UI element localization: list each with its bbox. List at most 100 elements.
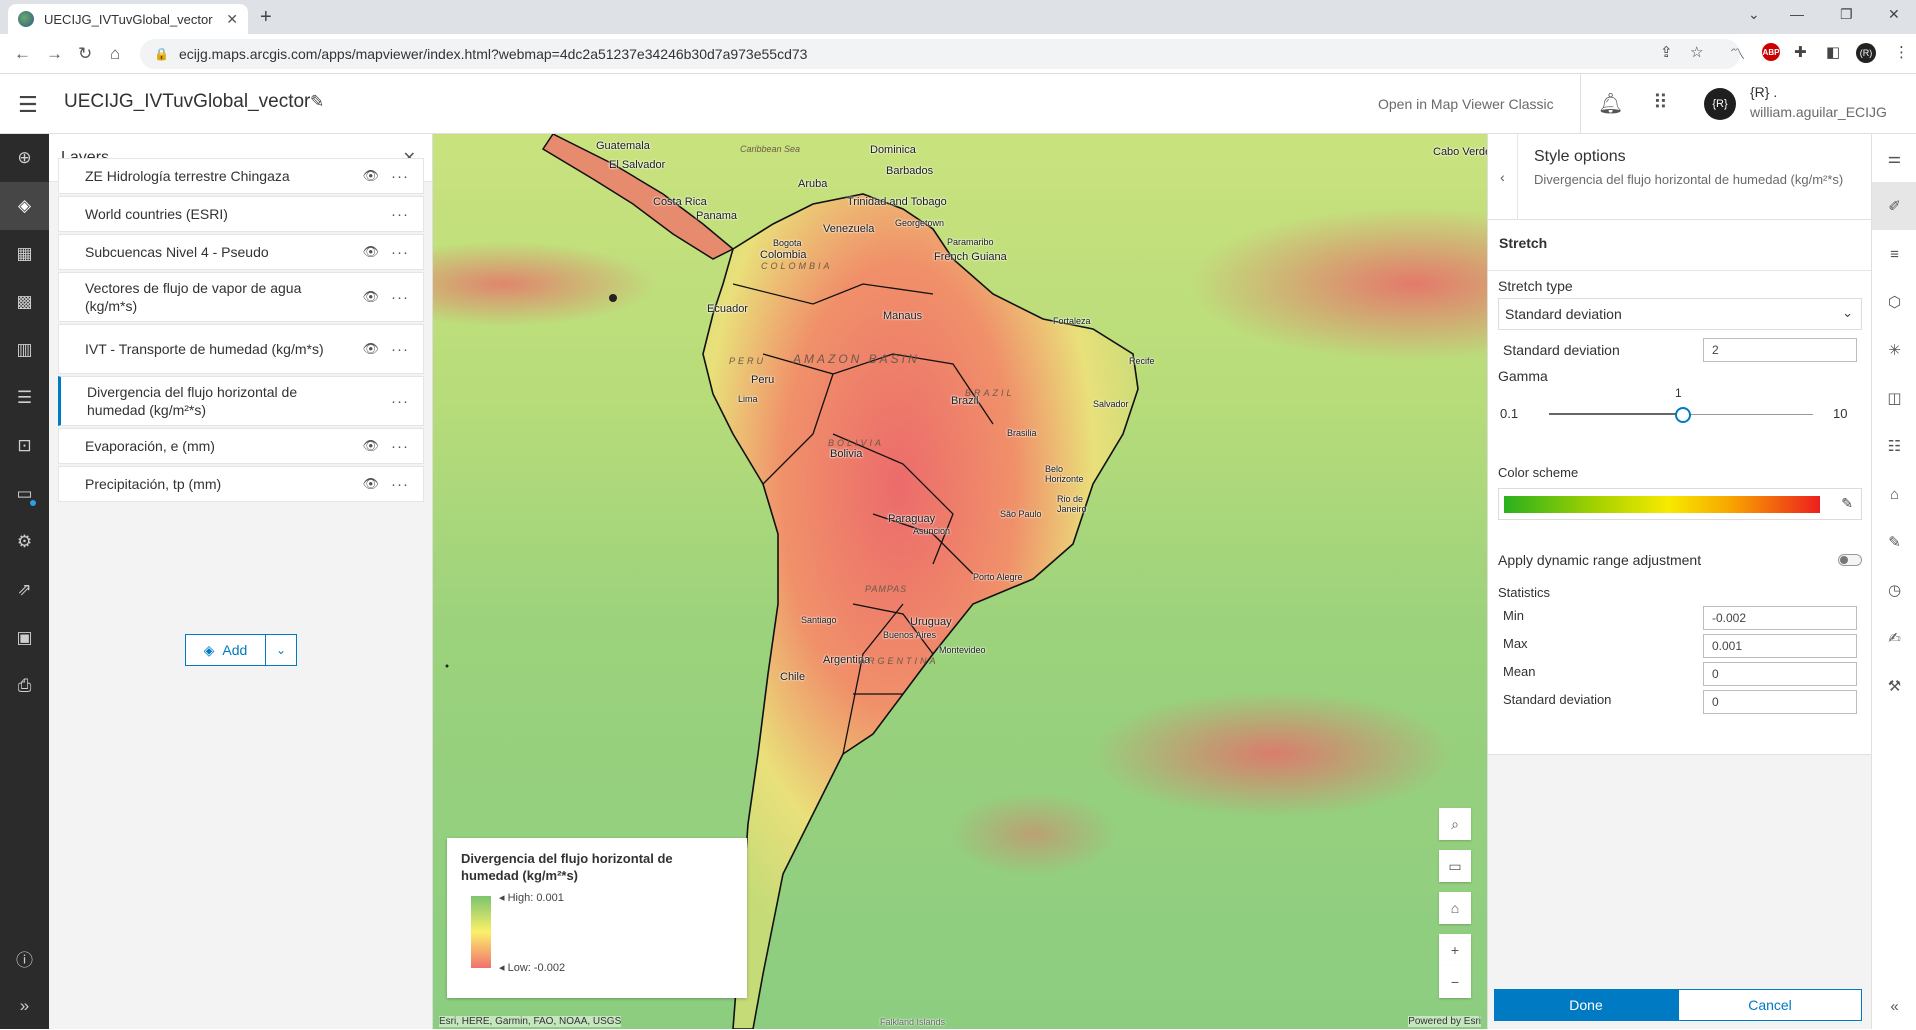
visibility-icon[interactable]: 👁︎ xyxy=(362,476,379,491)
done-button[interactable]: Done xyxy=(1494,989,1678,1021)
collapse-icon[interactable]: « xyxy=(1890,997,1899,1015)
legend-icon[interactable]: ☰ xyxy=(16,388,33,407)
fullscreen-icon[interactable]: ▭ xyxy=(1439,850,1471,882)
layer-item[interactable]: ZE Hidrología terrestre Chingaza 👁︎ ··· xyxy=(58,158,424,194)
layer-options-icon[interactable]: ··· xyxy=(391,392,409,410)
styles-icon[interactable]: ✐ xyxy=(1872,182,1916,230)
reload-button[interactable]: ↻ xyxy=(78,44,93,63)
extension-icon[interactable]: 〽 xyxy=(1730,46,1746,63)
add-layer-button[interactable]: ◈ Add ⌄ xyxy=(185,634,297,666)
powered-by[interactable]: Powered by Esri xyxy=(1408,1016,1481,1027)
zoom-out-icon[interactable]: − xyxy=(1439,966,1471,998)
layer-options-icon[interactable]: ··· xyxy=(391,475,409,493)
configure-icon[interactable]: ⚒ xyxy=(1887,678,1902,695)
open-classic-link[interactable]: Open in Map Viewer Classic xyxy=(1378,96,1554,112)
map-search-icon[interactable]: ⌕ xyxy=(1439,808,1471,840)
browser-menu-icon[interactable]: ⋮ xyxy=(1894,44,1909,61)
tab-close-icon[interactable]: ✕ xyxy=(226,10,238,27)
edit-title-icon[interactable]: ✎ xyxy=(310,92,325,111)
new-tab-button[interactable]: + xyxy=(260,6,272,28)
layer-item[interactable]: World countries (ESRI) ··· xyxy=(58,196,424,232)
visibility-icon[interactable]: 👁︎ xyxy=(362,244,379,259)
clustering-icon[interactable]: ✳ xyxy=(1888,342,1901,359)
stat-mean-input[interactable]: 0 xyxy=(1703,662,1857,686)
layer-item[interactable]: Evaporación, e (mm) 👁︎ ··· xyxy=(58,428,424,464)
share-icon[interactable]: ⇪ xyxy=(1660,44,1673,61)
notifications-icon[interactable]: 🔔︎ xyxy=(1598,93,1624,115)
time-icon[interactable]: ◷ xyxy=(1887,582,1902,599)
stat-max-input[interactable]: 0.001 xyxy=(1703,634,1857,658)
stat-min-input[interactable]: -0.002 xyxy=(1703,606,1857,630)
tab-search-icon[interactable]: ⌄ xyxy=(1748,6,1760,22)
color-scheme-picker[interactable]: ✎ xyxy=(1498,488,1862,520)
expand-icon[interactable]: » xyxy=(19,996,30,1015)
stretch-type-select[interactable]: Standard deviation ⌄ xyxy=(1498,298,1862,330)
section-heading[interactable]: Stretch xyxy=(1499,235,1548,251)
minimize-button[interactable]: — xyxy=(1790,6,1804,22)
layer-options-icon[interactable]: ··· xyxy=(391,205,409,223)
info-icon[interactable]: ⓘ xyxy=(16,950,33,970)
bookmarks-icon[interactable]: ⊡ xyxy=(17,436,32,455)
charts-icon[interactable]: ▥ xyxy=(16,340,33,359)
visibility-icon[interactable]: 👁︎ xyxy=(362,168,379,183)
user-avatar[interactable]: {R} xyxy=(1704,88,1736,120)
cancel-button[interactable]: Cancel xyxy=(1678,989,1862,1021)
forward-button[interactable]: → xyxy=(46,44,63,63)
back-button[interactable]: ← xyxy=(14,44,31,63)
layer-options-icon[interactable]: ··· xyxy=(391,340,409,358)
browser-tab[interactable]: UECIJG_IVTuvGlobal_vector ✕ xyxy=(8,4,248,34)
sidepanel-icon[interactable]: ◧ xyxy=(1826,44,1841,61)
layer-item[interactable]: Precipitación, tp (mm) 👁︎ ··· xyxy=(58,466,424,502)
popups-icon[interactable]: ◫ xyxy=(1887,390,1902,407)
edit-icon[interactable]: ✎ xyxy=(1888,534,1901,551)
layer-item[interactable]: Subcuencas Nivel 4 - Pseudo 👁︎ ··· xyxy=(58,234,424,270)
bookmark-star-icon[interactable]: ☆ xyxy=(1690,44,1704,61)
sketch-tool-icon[interactable]: ✍ xyxy=(1888,630,1901,647)
layer-item[interactable]: Vectores de flujo de vapor de agua (kg/m… xyxy=(58,272,424,322)
filter-icon[interactable]: ≡ xyxy=(1890,245,1899,263)
visibility-icon[interactable]: 👁︎ xyxy=(362,438,379,453)
layers-icon[interactable]: ◈ xyxy=(0,182,49,230)
maximize-button[interactable]: ❐ xyxy=(1840,6,1853,22)
dynamic-range-toggle[interactable] xyxy=(1838,554,1862,566)
extensions-puzzle-icon[interactable]: ✚ xyxy=(1794,44,1807,61)
create-app-icon[interactable]: ▣ xyxy=(16,628,33,647)
layer-item[interactable]: IVT - Transporte de humedad (kg/m*s) 👁︎ … xyxy=(58,324,424,374)
layer-item-selected[interactable]: Divergencia del flujo horizontal de hume… xyxy=(58,376,424,426)
profile-avatar[interactable]: (R) xyxy=(1856,43,1876,63)
layer-options-icon[interactable]: ··· xyxy=(391,288,409,306)
visibility-icon[interactable]: 👁︎ xyxy=(362,341,379,356)
zoom-in-icon[interactable]: + xyxy=(1439,934,1471,966)
add-dropdown-icon[interactable]: ⌄ xyxy=(275,643,287,657)
gamma-slider-thumb[interactable] xyxy=(1675,407,1691,423)
layer-options-icon[interactable]: ··· xyxy=(391,437,409,455)
edit-pencil-icon[interactable]: ✎ xyxy=(1841,495,1853,511)
std-dev-input[interactable]: 2 xyxy=(1703,338,1857,362)
layer-options-icon[interactable]: ··· xyxy=(391,243,409,261)
home-extent-icon[interactable]: ⌂ xyxy=(1439,892,1471,924)
visibility-icon[interactable]: 👁︎ xyxy=(362,289,379,304)
properties-icon[interactable]: ⚌ xyxy=(1887,150,1902,167)
effects-icon[interactable]: ⬡ xyxy=(1887,294,1902,311)
add-layer-icon[interactable]: ⊕ xyxy=(17,148,32,167)
add-button-main[interactable]: ◈ Add xyxy=(186,635,266,665)
user-display-name[interactable]: {R} . xyxy=(1750,84,1778,100)
back-chevron-icon[interactable]: ‹ xyxy=(1488,134,1518,220)
basemap-icon[interactable]: ▩ xyxy=(16,292,33,311)
map-view[interactable]: Guatemala El Salvador Dominica Barbados … xyxy=(433,134,1487,1029)
layer-options-icon[interactable]: ··· xyxy=(391,167,409,185)
sketch-icon[interactable]: ▭ xyxy=(0,470,49,518)
menu-icon[interactable]: ☰ xyxy=(18,92,38,117)
share-map-icon[interactable]: ⇗ xyxy=(17,580,32,599)
labels-icon[interactable]: ⌂ xyxy=(1889,485,1900,503)
address-bar[interactable]: 🔒 ecijg.maps.arcgis.com/apps/mapviewer/i… xyxy=(140,39,1740,69)
stat-stddev-input[interactable]: 0 xyxy=(1703,690,1857,714)
print-icon[interactable]: ⎙ xyxy=(17,676,32,695)
map-properties-icon[interactable]: ⚙ xyxy=(16,532,33,551)
user-login[interactable]: william.aguilar_ECIJG xyxy=(1750,104,1887,120)
fields-icon[interactable]: ☷ xyxy=(1887,438,1902,455)
window-close-button[interactable]: ✕ xyxy=(1888,6,1900,22)
tables-icon[interactable]: ▦ xyxy=(16,244,33,263)
attribution-text[interactable]: Esri, HERE, Garmin, FAO, NOAA, USGS xyxy=(439,1016,622,1027)
adblock-icon[interactable]: ABP xyxy=(1762,43,1780,61)
